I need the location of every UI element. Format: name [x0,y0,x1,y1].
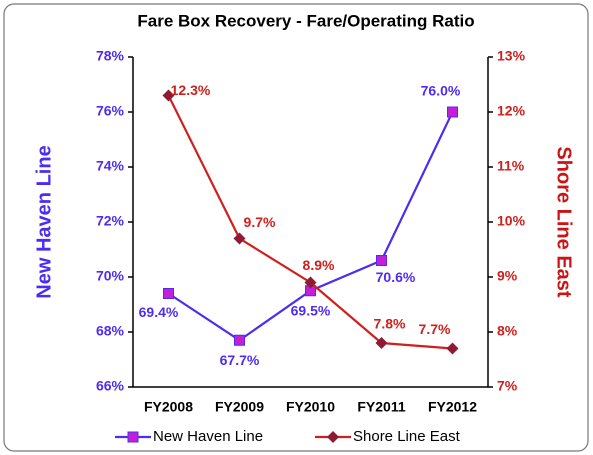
legend-label: Shore Line East [353,428,461,445]
y-tick-label: 68% [96,323,125,339]
chart-title: Fare Box Recovery - Fare/Operating Ratio [137,11,474,30]
y2-tick-label: 8% [497,323,518,339]
y-tick-label: 66% [96,378,125,394]
data-point [233,232,246,245]
data-label: 69.4% [139,304,179,320]
x-tick-label: FY2010 [286,399,335,415]
x-tick-label: FY2011 [357,399,405,415]
data-point [446,342,459,355]
legend-marker [127,431,139,443]
legend-label: New Haven Line [153,428,263,445]
y2-tick-label: 11% [497,158,525,174]
y-tick-label: 74% [96,158,125,174]
data-label: 7.8% [374,316,406,332]
data-label: 70.6% [376,269,416,285]
data-label: 7.7% [419,321,451,337]
y-tick-label: 76% [96,103,125,119]
y2-axis-title: Shore Line East [553,146,575,297]
data-label: 76.0% [421,83,461,99]
y-tick-label: 78% [96,48,125,64]
x-tick-label: FY2008 [144,399,193,415]
data-point [163,288,174,299]
data-point [304,276,317,289]
data-label: 67.7% [220,352,260,368]
data-point [375,337,388,349]
y-tick-label: 72% [96,213,125,229]
y-tick-label: 70% [96,268,125,284]
data-label: 69.5% [291,302,331,318]
data-point [447,106,458,118]
y2-tick-label: 10% [497,213,526,229]
y2-tick-label: 7% [497,378,518,394]
chart-frame [3,3,589,452]
y-axis-title: New Haven Line [33,145,55,298]
data-label: 8.9% [303,257,335,273]
y2-tick-label: 13% [497,48,526,64]
data-point [376,255,387,266]
data-point [162,89,175,102]
y2-tick-label: 9% [497,268,518,284]
data-label: 12.3% [171,82,211,98]
x-tick-label: FY2009 [215,399,264,415]
data-point [234,334,245,346]
y2-tick-label: 12% [497,103,526,119]
x-tick-label: FY2012 [428,399,477,415]
data-label: 9.7% [244,214,276,230]
legend-marker [327,431,339,443]
